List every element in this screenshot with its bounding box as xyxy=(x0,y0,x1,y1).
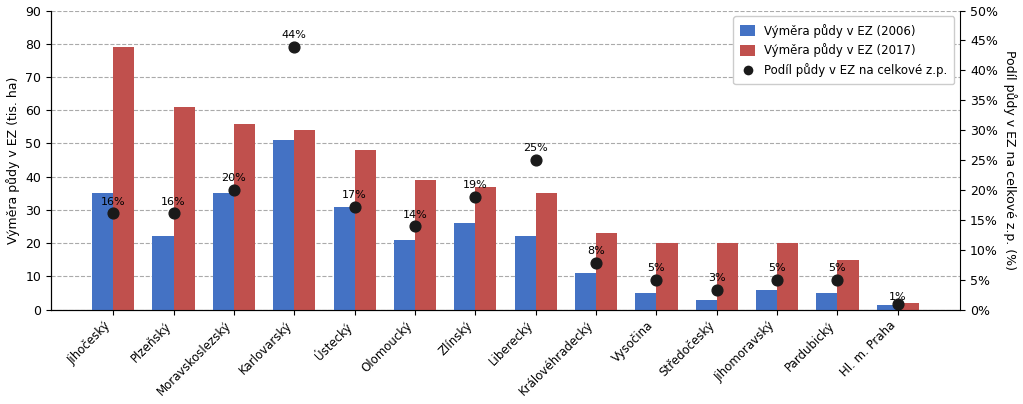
Bar xyxy=(756,290,777,309)
Podíl půdy v EZ na celkové z.p. xyxy=(769,276,786,283)
Text: 44%: 44% xyxy=(282,30,307,40)
Bar xyxy=(816,293,838,309)
Bar xyxy=(717,243,738,309)
Text: 25%: 25% xyxy=(524,143,548,154)
Bar xyxy=(536,193,557,309)
Podíl půdy v EZ na celkové z.p. xyxy=(226,187,242,193)
Bar xyxy=(114,47,134,309)
Bar xyxy=(838,260,858,309)
Bar xyxy=(234,124,255,309)
Bar xyxy=(596,233,617,309)
Bar xyxy=(174,107,194,309)
Bar xyxy=(355,150,375,309)
Bar xyxy=(152,236,174,309)
Bar xyxy=(777,243,798,309)
Text: 20%: 20% xyxy=(222,173,247,183)
Text: 3%: 3% xyxy=(708,273,725,283)
Bar xyxy=(696,299,717,309)
Bar xyxy=(333,206,355,309)
Text: 16%: 16% xyxy=(101,197,126,206)
Bar xyxy=(898,303,919,309)
Text: 14%: 14% xyxy=(403,210,428,220)
Podíl půdy v EZ na celkové z.p. xyxy=(105,210,122,217)
Text: 8%: 8% xyxy=(587,246,605,257)
Text: 5%: 5% xyxy=(829,263,846,273)
Bar xyxy=(657,243,677,309)
Podíl půdy v EZ na celkové z.p. xyxy=(468,194,484,200)
Text: 1%: 1% xyxy=(889,292,906,302)
Bar xyxy=(877,305,898,309)
Y-axis label: Podíl půdy v EZ na celkové z.p. (%): Podíl půdy v EZ na celkové z.p. (%) xyxy=(1004,50,1018,270)
Y-axis label: Výměra půdy v EZ (tis. ha): Výměra půdy v EZ (tis. ha) xyxy=(5,76,19,244)
Text: 5%: 5% xyxy=(768,263,786,273)
Bar xyxy=(476,187,496,309)
Podíl půdy v EZ na celkové z.p. xyxy=(347,203,363,210)
Podíl půdy v EZ na celkové z.p. xyxy=(709,286,725,293)
Podíl půdy v EZ na celkové z.p. xyxy=(830,276,846,283)
Podíl půdy v EZ na celkové z.p. xyxy=(588,260,605,266)
Podíl půdy v EZ na celkové z.p. xyxy=(166,210,182,217)
Bar xyxy=(454,223,476,309)
Podíl půdy v EZ na celkové z.p. xyxy=(286,44,303,50)
Text: 5%: 5% xyxy=(648,263,665,273)
Text: 17%: 17% xyxy=(343,190,367,200)
Podíl půdy v EZ na celkové z.p. xyxy=(890,300,906,307)
Bar xyxy=(575,273,596,309)
Bar xyxy=(92,193,114,309)
Bar xyxy=(394,240,415,309)
Bar xyxy=(515,236,536,309)
Podíl půdy v EZ na celkové z.p. xyxy=(528,157,544,163)
Text: 16%: 16% xyxy=(162,197,186,206)
Bar xyxy=(273,140,295,309)
Text: 19%: 19% xyxy=(463,180,488,190)
Podíl půdy v EZ na celkové z.p. xyxy=(649,276,665,283)
Bar xyxy=(415,180,436,309)
Legend: Výměra půdy v EZ (2006), Výměra půdy v EZ (2017), Podíl půdy v EZ na celkové z.p: Výměra půdy v EZ (2006), Výměra půdy v E… xyxy=(733,17,954,84)
Bar xyxy=(635,293,657,309)
Bar xyxy=(295,130,315,309)
Bar xyxy=(213,193,234,309)
Podíl půdy v EZ na celkové z.p. xyxy=(407,223,424,230)
